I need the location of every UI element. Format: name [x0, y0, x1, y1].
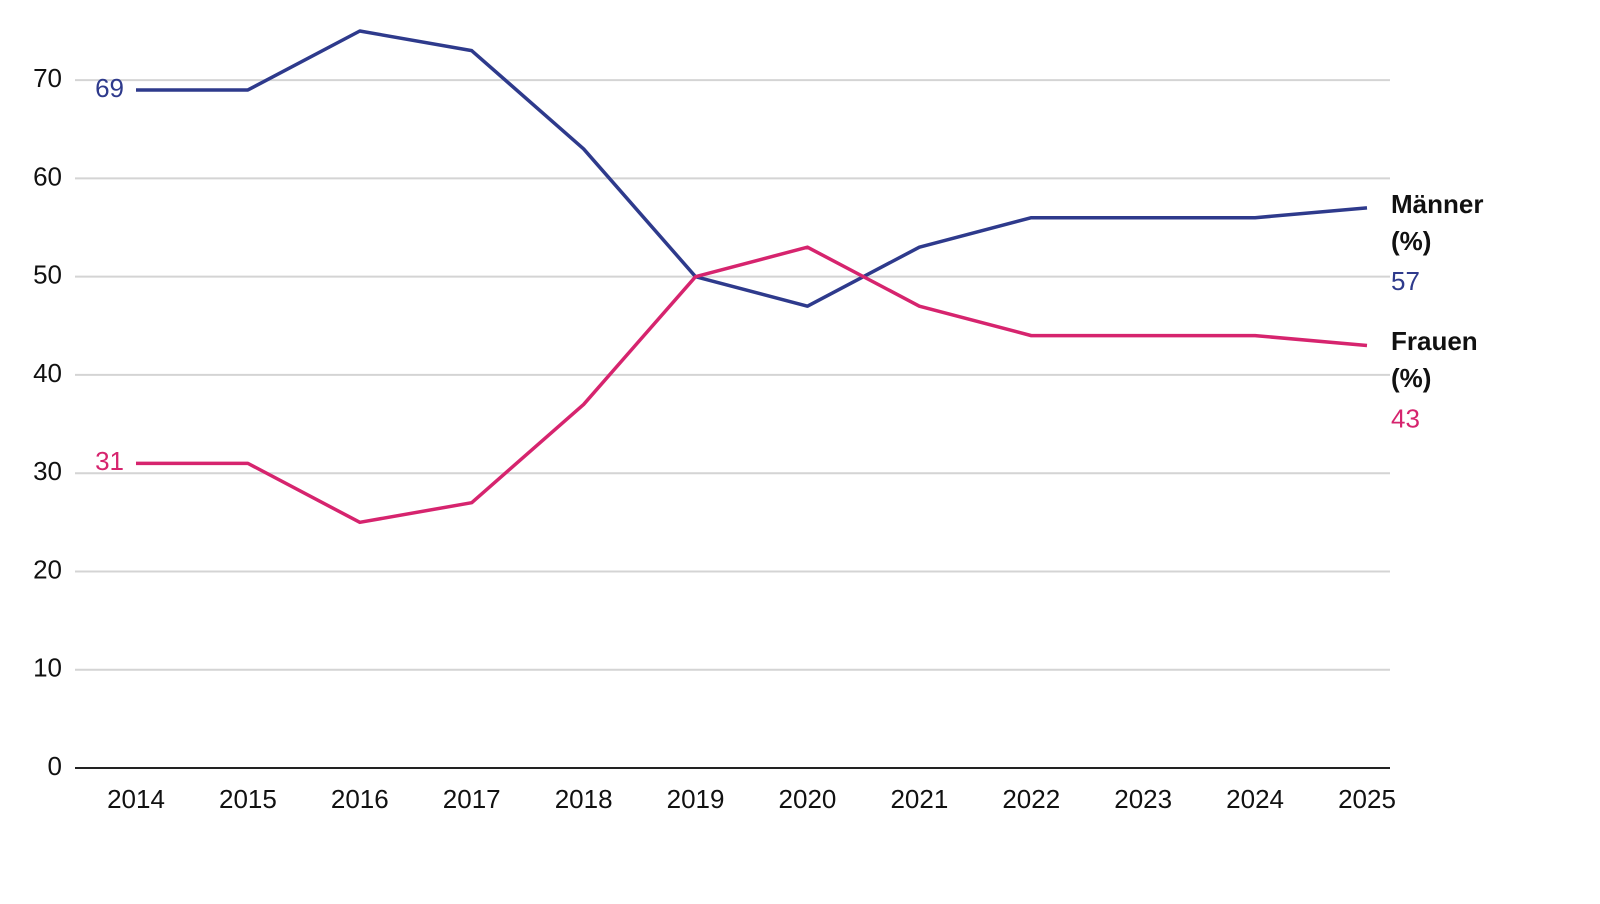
- end-value-label: 43: [1391, 403, 1420, 433]
- legend-label: Frauen (%): [1391, 326, 1478, 394]
- x-tick-label: 2018: [555, 784, 613, 814]
- x-tick-label: 2024: [1226, 784, 1284, 814]
- x-tick-label: 2020: [779, 784, 837, 814]
- x-tick-label: 2014: [107, 784, 165, 814]
- end-value-label: 57: [1391, 266, 1420, 296]
- y-tick-label: 70: [33, 63, 62, 93]
- y-tick-label: 30: [33, 456, 62, 486]
- x-tick-label: 2015: [219, 784, 277, 814]
- x-tick-label: 2016: [331, 784, 389, 814]
- legend-label: Männer (%): [1391, 188, 1484, 256]
- x-tick-label: 2022: [1002, 784, 1060, 814]
- series-line: [136, 29, 1368, 308]
- y-tick-label: 10: [33, 653, 62, 683]
- start-value-label: 31: [95, 446, 124, 476]
- y-tick-label: 20: [33, 554, 62, 584]
- x-tick-label: 2019: [667, 784, 725, 814]
- series-line: [136, 245, 1368, 525]
- y-tick-label: 50: [33, 260, 62, 290]
- x-tick-label: 2021: [890, 784, 948, 814]
- x-tick-label: 2017: [443, 784, 501, 814]
- y-tick-label: 60: [33, 161, 62, 191]
- start-value-label: 69: [95, 73, 124, 103]
- y-tick-label: 40: [33, 358, 62, 388]
- x-tick-label: 2025: [1338, 784, 1396, 814]
- x-tick-label: 2023: [1114, 784, 1172, 814]
- y-tick-label: 0: [48, 751, 62, 781]
